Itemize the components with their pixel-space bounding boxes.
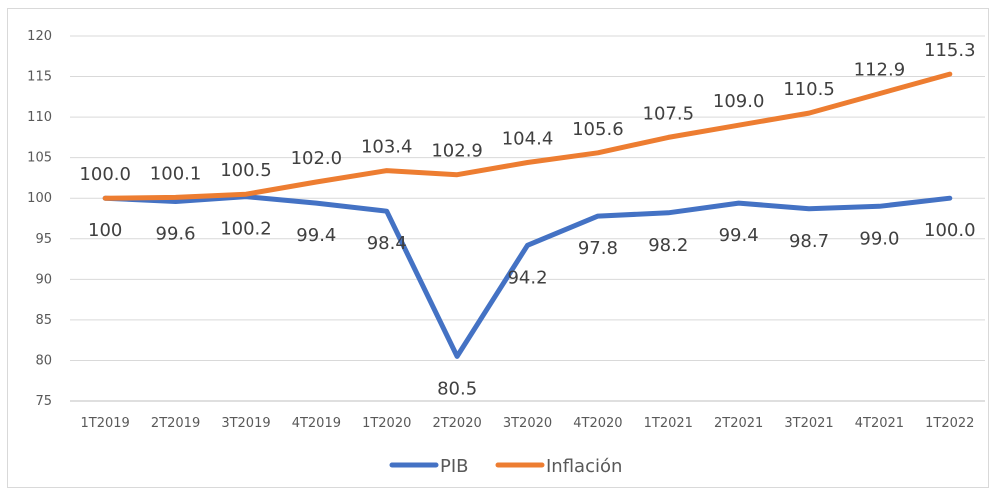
x-tick-label: 3T2019 <box>221 416 270 431</box>
data-labels: 100 99.6 100.2 99.4 98.4 80.5 94.2 97.8 98.2 99.4… <box>79 40 975 399</box>
data-label: 100.5 <box>220 160 272 181</box>
data-label: 102.0 <box>291 148 343 169</box>
data-label: 105.6 <box>572 119 624 140</box>
data-label: 99.0 <box>859 228 899 249</box>
x-tick-label: 4T2019 <box>292 416 341 431</box>
y-tick-label: 90 <box>35 272 52 287</box>
data-label: 99.4 <box>296 225 336 246</box>
x-tick-label: 3T2021 <box>784 416 833 431</box>
x-tick-label: 4T2021 <box>855 416 904 431</box>
x-tick-label: 1T2020 <box>362 416 411 431</box>
legend-label: PIB <box>440 456 469 477</box>
data-label: 110.5 <box>783 79 835 100</box>
data-label: 112.9 <box>854 60 906 81</box>
x-tick-label: 1T2019 <box>81 416 130 431</box>
x-tick-label: 1T2022 <box>925 416 974 431</box>
x-tick-label: 2T2019 <box>151 416 200 431</box>
y-axis-ticks: 75 80 85 90 95 100 105 110 115 120 <box>27 29 52 409</box>
y-tick-label: 100 <box>27 191 52 206</box>
data-label: 98.4 <box>367 233 407 254</box>
data-label: 100 <box>88 220 122 241</box>
data-label: 99.4 <box>719 225 759 246</box>
y-tick-label: 120 <box>27 29 52 44</box>
x-tick-label: 2T2021 <box>714 416 763 431</box>
y-tick-label: 110 <box>27 110 52 125</box>
data-label: 94.2 <box>507 267 547 288</box>
y-tick-label: 80 <box>35 353 52 368</box>
legend: PIB Inflación <box>389 456 622 477</box>
data-label: 107.5 <box>643 103 695 124</box>
y-tick-label: 105 <box>27 151 52 166</box>
legend-label: Inflación <box>546 456 622 477</box>
x-tick-label: 2T2020 <box>432 416 481 431</box>
data-label: 100.0 <box>79 164 131 185</box>
x-tick-label: 3T2020 <box>503 416 552 431</box>
data-label: 100.1 <box>150 163 202 184</box>
data-label: 104.4 <box>502 129 554 150</box>
y-tick-label: 85 <box>35 313 52 328</box>
x-axis-ticks: 1T2019 2T2019 3T2019 4T2019 1T2020 2T2020 3T20… <box>81 416 975 431</box>
data-label: 98.7 <box>789 231 829 252</box>
series-lines <box>102 71 953 359</box>
y-tick-label: 115 <box>27 70 52 85</box>
data-label: 97.8 <box>578 238 618 259</box>
y-tick-label: 75 <box>35 394 52 409</box>
data-label: 100.2 <box>220 219 272 240</box>
data-label: 98.2 <box>648 235 688 256</box>
data-label: 115.3 <box>924 40 976 61</box>
y-tick-label: 95 <box>35 232 52 247</box>
data-label: 102.9 <box>431 141 483 162</box>
data-label: 80.5 <box>437 378 477 399</box>
x-tick-label: 4T2020 <box>573 416 622 431</box>
data-label: 100.0 <box>924 220 976 241</box>
data-label: 99.6 <box>156 223 196 244</box>
series-line-inflacin <box>102 71 953 201</box>
chart-frame <box>7 8 989 488</box>
data-label: 109.0 <box>713 91 765 112</box>
x-tick-label: 1T2021 <box>644 416 693 431</box>
data-label: 103.4 <box>361 137 413 158</box>
gridlines <box>70 35 985 402</box>
